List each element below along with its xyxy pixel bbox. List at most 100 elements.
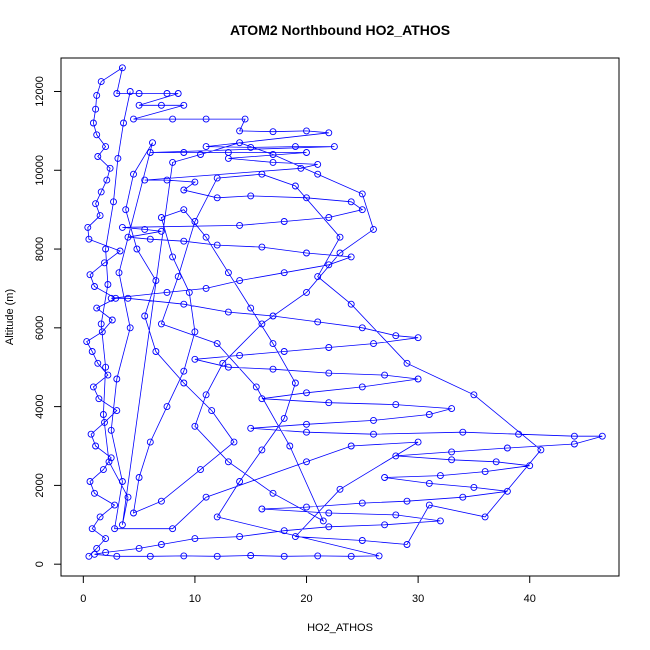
data-point bbox=[303, 249, 310, 257]
data-point bbox=[169, 253, 177, 261]
data-point bbox=[269, 151, 277, 158]
data-point bbox=[314, 160, 322, 168]
data-point bbox=[157, 320, 165, 328]
y-tick-label: 10000 bbox=[34, 155, 46, 186]
data-point bbox=[202, 115, 210, 123]
data-point bbox=[104, 281, 112, 288]
data-point bbox=[314, 273, 322, 281]
data-point bbox=[370, 340, 377, 348]
chart-title: ATOM2 Northbound HO2_ATHOS bbox=[230, 22, 450, 38]
data-point bbox=[526, 462, 534, 470]
data-point bbox=[202, 143, 210, 151]
data-point bbox=[291, 379, 299, 387]
data-point bbox=[180, 101, 188, 109]
x-tick-label: 20 bbox=[300, 593, 312, 605]
data-point bbox=[358, 206, 366, 214]
data-point bbox=[358, 190, 366, 198]
data-point bbox=[146, 149, 154, 156]
data-point bbox=[403, 497, 411, 505]
data-point bbox=[236, 533, 244, 541]
x-axis: 0 10 20 30 40 bbox=[80, 575, 536, 605]
data-point bbox=[392, 452, 400, 460]
data-point bbox=[96, 513, 104, 521]
data-point bbox=[224, 269, 232, 277]
data-point bbox=[241, 115, 249, 123]
data-point bbox=[191, 218, 199, 225]
data-point bbox=[93, 131, 101, 139]
data-point bbox=[470, 391, 478, 399]
data-point bbox=[124, 294, 132, 302]
x-tick-label: 30 bbox=[412, 593, 424, 605]
data-point bbox=[236, 221, 244, 229]
data-point bbox=[103, 176, 111, 184]
data-point bbox=[280, 414, 288, 422]
data-point bbox=[425, 479, 433, 487]
x-axis-label: HO2_ATHOS bbox=[307, 622, 373, 634]
data-point bbox=[108, 316, 116, 324]
data-point bbox=[258, 243, 266, 251]
data-point bbox=[448, 456, 456, 464]
data-point bbox=[135, 90, 143, 97]
data-point bbox=[135, 544, 143, 552]
data-point bbox=[102, 548, 110, 556]
data-point bbox=[325, 399, 333, 407]
data-point bbox=[118, 478, 126, 485]
data-point bbox=[130, 509, 137, 517]
data-point bbox=[191, 535, 199, 543]
data-point bbox=[291, 182, 299, 190]
data-point bbox=[146, 438, 154, 446]
data-point bbox=[269, 365, 277, 373]
data-point bbox=[236, 127, 244, 135]
data-point bbox=[236, 277, 244, 285]
data-point bbox=[230, 438, 238, 446]
data-point bbox=[247, 304, 255, 312]
data-point bbox=[213, 552, 221, 560]
data-point bbox=[459, 493, 467, 501]
data-point bbox=[157, 541, 165, 548]
data-point bbox=[258, 320, 266, 328]
data-point bbox=[191, 178, 199, 186]
data-point bbox=[93, 544, 101, 552]
data-point bbox=[185, 288, 193, 296]
data-point bbox=[88, 348, 96, 355]
data-point bbox=[99, 411, 107, 418]
data-point bbox=[325, 523, 333, 531]
data-point bbox=[336, 249, 344, 257]
data-point bbox=[224, 458, 232, 466]
data-point bbox=[106, 164, 114, 172]
data-point bbox=[303, 288, 310, 296]
data-point bbox=[258, 395, 266, 403]
data-point bbox=[280, 269, 288, 277]
data-point bbox=[96, 212, 104, 220]
data-point bbox=[157, 497, 165, 505]
data-point bbox=[459, 428, 467, 436]
data-point bbox=[425, 501, 433, 509]
data-point bbox=[163, 176, 171, 184]
data-point bbox=[269, 312, 277, 320]
data-point bbox=[135, 101, 143, 109]
data-point bbox=[174, 273, 182, 281]
data-point bbox=[93, 91, 101, 99]
data-point bbox=[481, 468, 489, 476]
data-point bbox=[247, 552, 255, 559]
data-point bbox=[157, 214, 165, 221]
data-point bbox=[157, 227, 165, 235]
data-point bbox=[149, 139, 156, 147]
data-point bbox=[280, 552, 288, 560]
data-point bbox=[91, 489, 98, 497]
data-point bbox=[414, 438, 422, 446]
data-point bbox=[269, 128, 277, 136]
data-point bbox=[291, 143, 299, 151]
data-point bbox=[347, 198, 355, 206]
data-point bbox=[598, 432, 606, 440]
data-point bbox=[213, 241, 221, 249]
data-point bbox=[87, 430, 95, 438]
data-point bbox=[113, 407, 121, 415]
data-point bbox=[213, 513, 221, 521]
data-point bbox=[314, 170, 322, 178]
data-point bbox=[97, 78, 105, 86]
data-point bbox=[98, 328, 106, 336]
y-tick-label: 0 bbox=[34, 561, 46, 567]
data-point bbox=[314, 318, 322, 326]
data-point bbox=[303, 149, 310, 156]
